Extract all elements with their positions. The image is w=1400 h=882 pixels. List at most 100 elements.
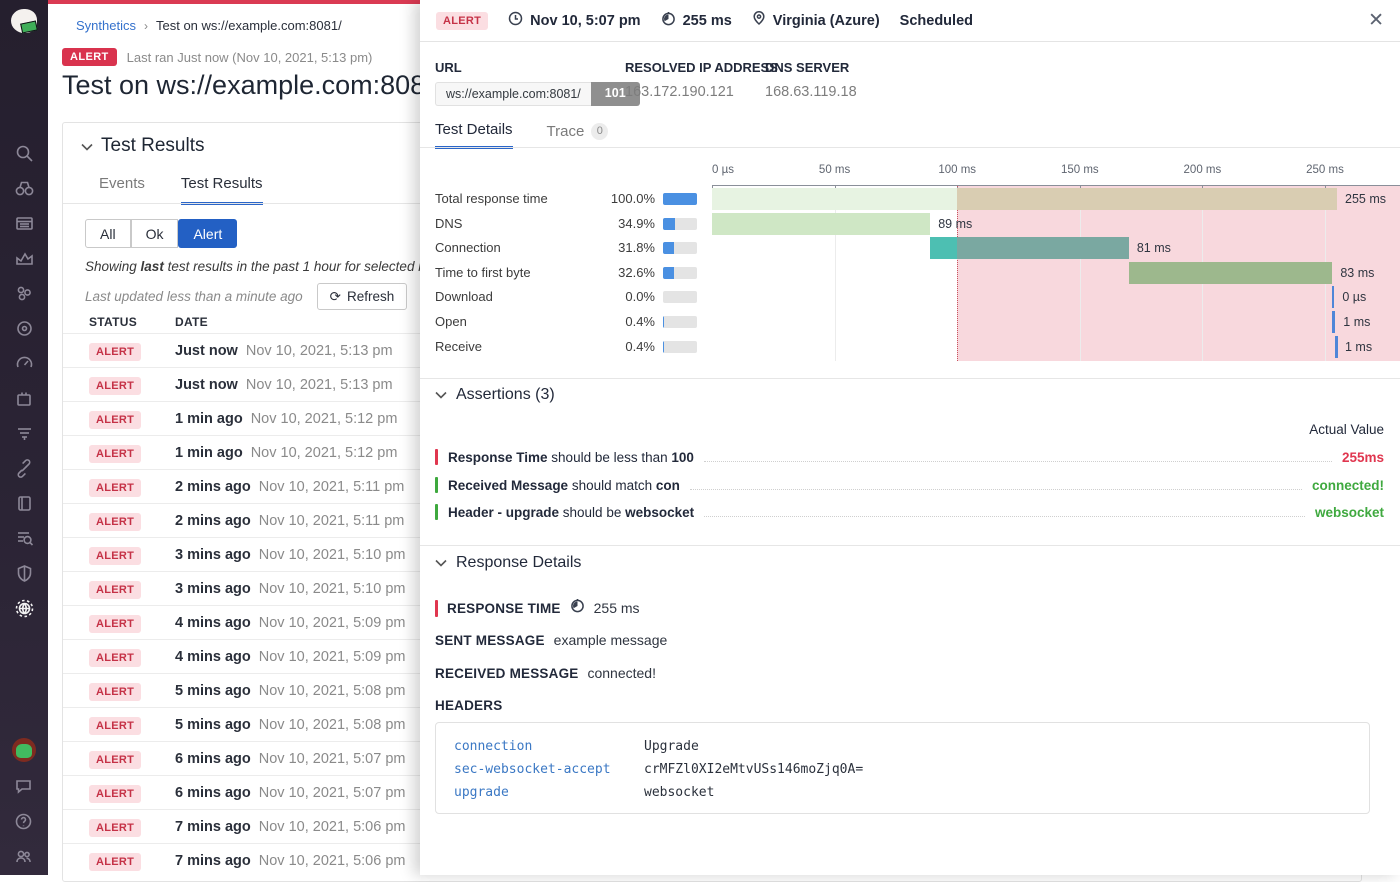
dashboards-icon[interactable]: [13, 212, 35, 234]
row-relative-time: 4 mins ago: [175, 649, 251, 665]
row-status-cell: ALERT: [63, 818, 175, 836]
url-pill[interactable]: ws://example.com:8081/ 101: [435, 82, 640, 106]
filter-all-button[interactable]: All: [85, 219, 131, 248]
datadog-logo[interactable]: [9, 8, 39, 38]
tab-test-results[interactable]: Test Results: [181, 175, 263, 205]
apm-icon[interactable]: [13, 457, 35, 479]
waterfall-value-label: 81 ms: [1137, 241, 1171, 255]
tab-trace[interactable]: Trace 0: [547, 121, 609, 149]
waterfall-value-label: 1 ms: [1345, 340, 1372, 354]
alert-badge: ALERT: [89, 479, 141, 497]
security-icon[interactable]: [13, 562, 35, 584]
waterfall-bar-segment[interactable]: [930, 237, 957, 259]
alert-badge: ALERT: [89, 683, 141, 701]
logs-icon[interactable]: [13, 527, 35, 549]
assertion-actual-value: websocket: [1315, 505, 1384, 520]
sent-message-label: SENT MESSAGE: [435, 633, 545, 648]
waterfall-value-label: 255 ms: [1345, 192, 1386, 206]
synthetics-icon[interactable]: [13, 597, 35, 619]
column-date: DATE: [175, 315, 208, 329]
notebooks-icon[interactable]: [13, 492, 35, 514]
row-date: Nov 10, 2021, 5:07 pm: [259, 785, 406, 801]
response-time-label: RESPONSE TIME: [447, 601, 561, 616]
header-key[interactable]: upgrade: [454, 785, 644, 800]
row-date: Nov 10, 2021, 5:08 pm: [259, 717, 406, 733]
waterfall-row-percent: 31.8%: [575, 240, 655, 255]
users-icon[interactable]: [12, 845, 34, 867]
threshold-line: [957, 186, 958, 361]
close-icon[interactable]: ✕: [1368, 11, 1384, 30]
page-title: Test on ws://example.com:8081/: [62, 70, 448, 101]
header-key[interactable]: connection: [454, 739, 644, 754]
metrics-icon[interactable]: [13, 247, 35, 269]
status-badge: ALERT: [62, 48, 117, 66]
assertion-status-bar: [435, 504, 438, 520]
integrations-icon[interactable]: [13, 387, 35, 409]
tab-events[interactable]: Events: [99, 175, 145, 205]
chevron-down-icon[interactable]: [81, 135, 93, 157]
waterfall-bar-segment[interactable]: [957, 237, 1129, 259]
waterfall-row-percent: 100.0%: [575, 191, 655, 206]
assertion-text: Received Message should match con: [448, 478, 680, 493]
dotted-leader: [704, 508, 1305, 517]
waterfall-bar-segment[interactable]: [712, 213, 930, 235]
filter-alert-button[interactable]: Alert: [178, 219, 237, 248]
help-icon[interactable]: [12, 810, 34, 832]
waterfall-bar-segment[interactable]: [1332, 311, 1335, 333]
row-relative-time: Just now: [175, 377, 238, 393]
assertion-text: Response Time should be less than 100: [448, 450, 694, 465]
response-time-value: 255 ms: [594, 600, 640, 616]
waterfall-row-progress: [663, 218, 697, 230]
user-avatar[interactable]: [12, 738, 36, 762]
waterfall-bar-segment[interactable]: [712, 188, 957, 210]
triage-icon[interactable]: [13, 422, 35, 444]
breadcrumb: Synthetics › Test on ws://example.com:80…: [76, 18, 342, 33]
assertion-status-bar: [435, 477, 438, 493]
row-date: Nov 10, 2021, 5:07 pm: [259, 751, 406, 767]
alert-badge: ALERT: [89, 411, 141, 429]
filter-ok-button[interactable]: Ok: [131, 219, 179, 248]
search-icon[interactable]: [13, 142, 35, 164]
waterfall-row-label: DNS: [435, 216, 462, 231]
dns-server-value: 168.63.119.18: [765, 84, 857, 100]
row-date: Nov 10, 2021, 5:11 pm: [259, 479, 405, 495]
row-status-cell: ALERT: [63, 410, 175, 428]
processes-icon[interactable]: [13, 282, 35, 304]
column-status: STATUS: [63, 315, 175, 329]
row-relative-time: 6 mins ago: [175, 785, 251, 801]
trace-count-badge: 0: [591, 123, 608, 140]
tab-test-details[interactable]: Test Details: [435, 121, 513, 149]
row-status-cell: ALERT: [63, 852, 175, 870]
waterfall-bar-segment[interactable]: [1335, 336, 1338, 358]
binoculars-icon[interactable]: [13, 177, 35, 199]
row-relative-time: Just now: [175, 343, 238, 359]
monitors-icon[interactable]: [13, 317, 35, 339]
refresh-button[interactable]: ⟳ Refresh: [317, 283, 408, 310]
clock-icon: [508, 11, 523, 30]
row-relative-time: 6 mins ago: [175, 751, 251, 767]
panel-header: ALERT Nov 10, 5:07 pm 255 ms Virginia (A…: [420, 0, 1400, 42]
chat-icon[interactable]: [12, 775, 34, 797]
dns-server-label: DNS SERVER: [765, 60, 857, 75]
waterfall-bar-segment[interactable]: [1332, 286, 1334, 308]
received-message-value: connected!: [587, 665, 656, 681]
chevron-down-icon[interactable]: [435, 554, 447, 572]
waterfall-value-label: 83 ms: [1340, 266, 1374, 280]
waterfall-bar-segment[interactable]: [1129, 262, 1333, 284]
chevron-down-icon[interactable]: [435, 386, 447, 404]
header-key[interactable]: sec-websocket-accept: [454, 762, 644, 777]
gauge-icon[interactable]: [13, 352, 35, 374]
axis-tick-label: 150 ms: [1061, 164, 1099, 176]
waterfall-bar-segment[interactable]: [957, 188, 1337, 210]
axis-tick-label: 100 ms: [938, 164, 976, 176]
row-date: Nov 10, 2021, 5:06 pm: [259, 819, 406, 835]
breadcrumb-synthetics-link[interactable]: Synthetics: [76, 18, 136, 33]
